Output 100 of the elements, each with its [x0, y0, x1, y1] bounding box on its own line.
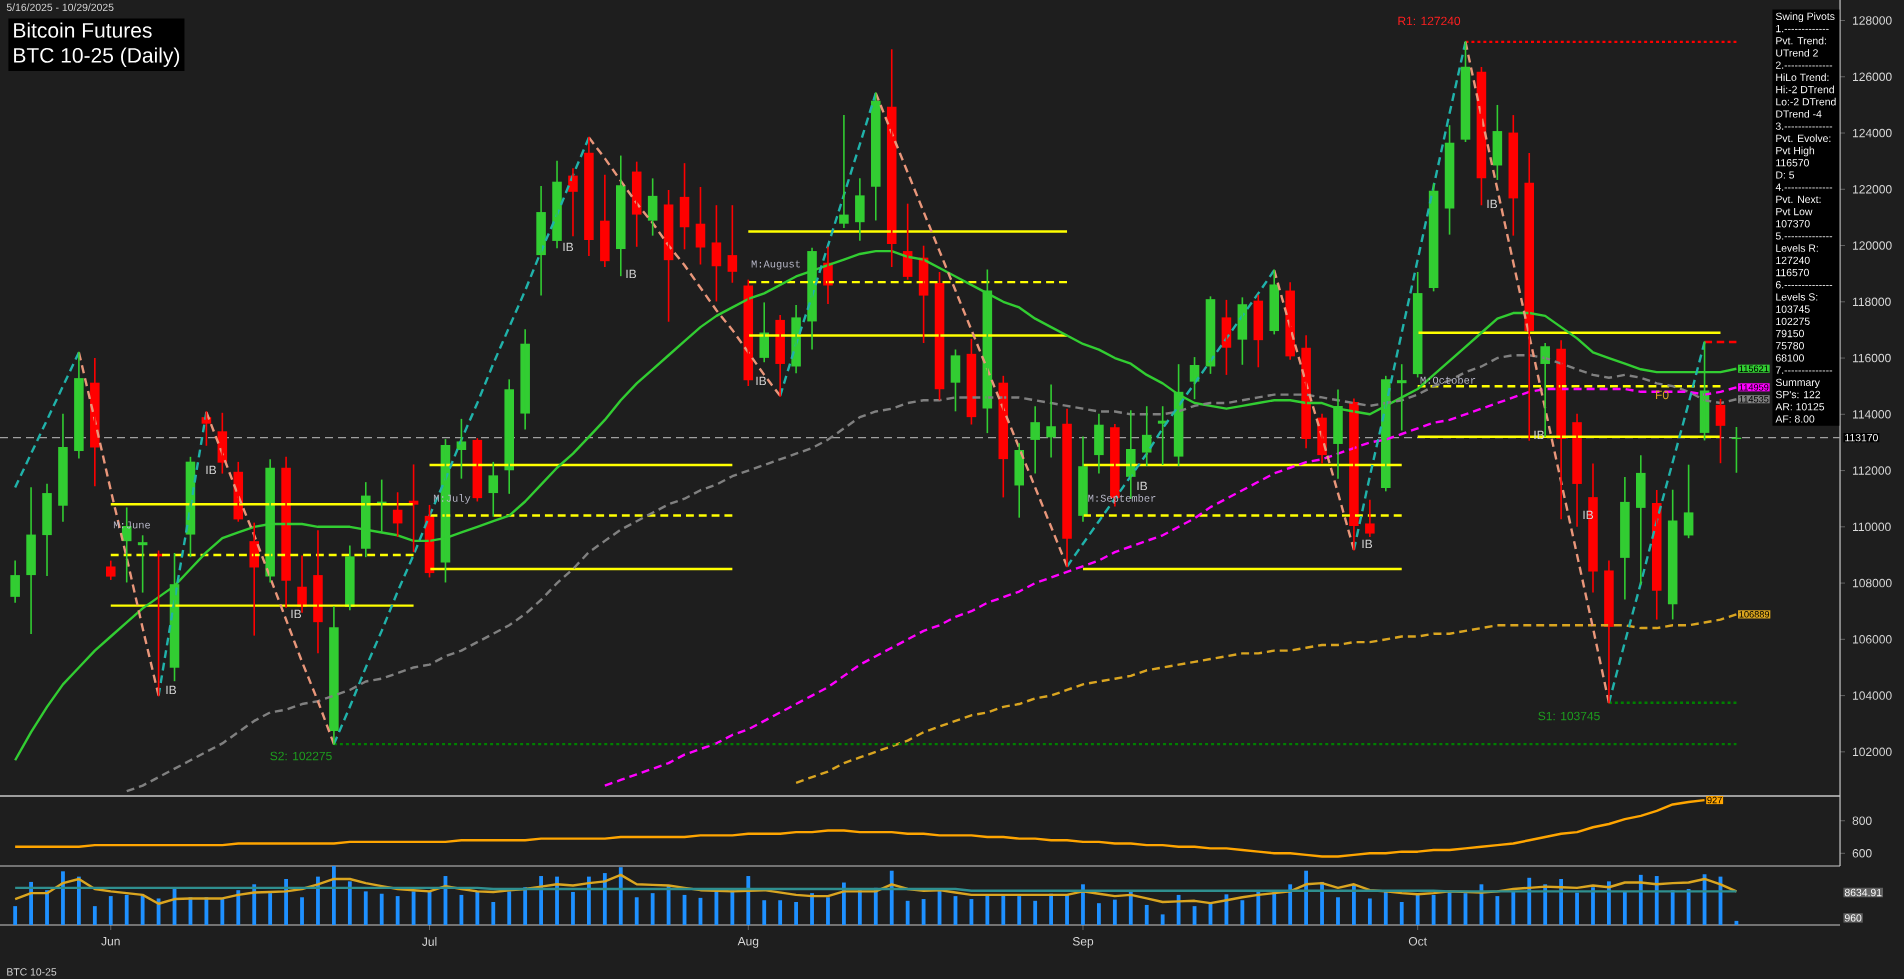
bar: [347, 881, 352, 925]
text: BTC 10-25 (Daily): [14, 47, 180, 67]
annotation: IB: [1487, 199, 1498, 209]
bar: [921, 899, 926, 925]
text: 103745: [1776, 305, 1810, 313]
bar: [331, 866, 336, 925]
bar: [1527, 877, 1532, 925]
text: 3.--------------: [1775, 122, 1833, 130]
y-tick-label: 600: [1852, 849, 1872, 858]
bar: [379, 893, 384, 925]
bar: [1033, 900, 1038, 925]
annotation: IB: [206, 465, 217, 475]
text: 68100: [1775, 354, 1804, 362]
text: 5.--------------: [1775, 232, 1833, 240]
bar: [1160, 914, 1165, 925]
annotation: 5/16/2025 - 10/29/2025: [6, 3, 114, 12]
annotation: IB: [291, 609, 302, 619]
bar: [746, 876, 751, 925]
annotation: IB: [1362, 539, 1373, 549]
text: Summary: [1775, 378, 1820, 389]
text: Swing Pivots: [1775, 12, 1835, 23]
y-tick-label: 108000: [1853, 578, 1892, 588]
bar: [1049, 893, 1054, 925]
y-tick-label: 118000: [1853, 297, 1891, 307]
x-tick-label: Oct: [1408, 937, 1427, 946]
bar: [905, 900, 910, 925]
bar: [1495, 896, 1500, 925]
text: Lo:-2 DTrend: [1776, 97, 1836, 106]
bar: [634, 897, 639, 925]
annotation: F0: [1656, 390, 1669, 400]
y-tick-label: 124000: [1853, 128, 1892, 138]
y-tick-label: 104000: [1853, 691, 1892, 700]
y-tick-label: 126000: [1853, 72, 1892, 82]
annotation: IB: [1534, 430, 1545, 440]
y-tick-label: 128000: [1853, 16, 1892, 25]
bar: [395, 896, 400, 925]
bar: [1670, 890, 1675, 925]
y-tick-label: 110000: [1853, 522, 1891, 532]
text: Levels R:: [1776, 244, 1818, 252]
bar: [1431, 894, 1436, 925]
bar: [794, 901, 799, 925]
text: 102275: [1776, 317, 1810, 326]
bar: [61, 871, 65, 925]
text: 116570: [1776, 159, 1809, 167]
bar: [1654, 876, 1659, 925]
y-tick-label: 102000: [1853, 747, 1892, 757]
text: D: 5: [1776, 171, 1795, 179]
bar: [1383, 891, 1388, 925]
bar: [826, 897, 830, 925]
bar: [236, 890, 241, 925]
text: 2.--------------: [1775, 61, 1833, 69]
bar: [523, 887, 528, 925]
bar: [1367, 898, 1372, 925]
bar: [1336, 897, 1340, 925]
annotation: R1: 127240: [1398, 16, 1461, 26]
bar: [92, 906, 97, 925]
bar: [1638, 874, 1643, 925]
bar: [571, 891, 575, 925]
text: Levels S:: [1776, 292, 1818, 301]
bar: [1001, 894, 1006, 925]
text: Pvt High: [1776, 146, 1815, 157]
bar: [140, 894, 145, 925]
bar: [363, 891, 368, 925]
annotation: S2: 102275: [270, 751, 332, 761]
bar: [985, 894, 990, 925]
bar: [778, 900, 783, 925]
ref-line-label: 113170: [1845, 433, 1878, 442]
bar: [1144, 904, 1149, 925]
bar: [666, 885, 671, 925]
annotation: IB: [166, 685, 177, 695]
text: 960: [1844, 914, 1862, 922]
y-tick-label: 106000: [1853, 635, 1892, 644]
bar: [1288, 884, 1293, 925]
bar: [1591, 887, 1595, 925]
bar: [268, 893, 273, 925]
y-tick-label: 114000: [1853, 410, 1891, 419]
bar: [1065, 894, 1069, 925]
text: HiLo Trend:: [1776, 73, 1829, 82]
text: 116570: [1776, 268, 1809, 277]
bar: [762, 900, 767, 925]
bar: [76, 876, 81, 925]
bar: [13, 906, 18, 925]
bar: [714, 891, 719, 925]
bar: [1112, 899, 1117, 925]
text: Bitcoin Futures: [14, 22, 152, 38]
bar: [475, 891, 480, 925]
candlestick: [1365, 499, 1375, 537]
bar: [1097, 903, 1101, 925]
text: 107370: [1776, 220, 1810, 228]
bar: [507, 891, 512, 925]
data-label: 106889: [1739, 611, 1770, 618]
annotation: IB: [626, 269, 637, 279]
x-tick-label: Jun: [101, 937, 120, 946]
bar: [1081, 884, 1085, 925]
bar: [539, 876, 544, 925]
bar: [618, 867, 623, 925]
bar: [124, 894, 129, 925]
annotation: IB: [1137, 481, 1148, 491]
bar: [1399, 901, 1404, 925]
text: AR: 10125: [1775, 403, 1825, 411]
